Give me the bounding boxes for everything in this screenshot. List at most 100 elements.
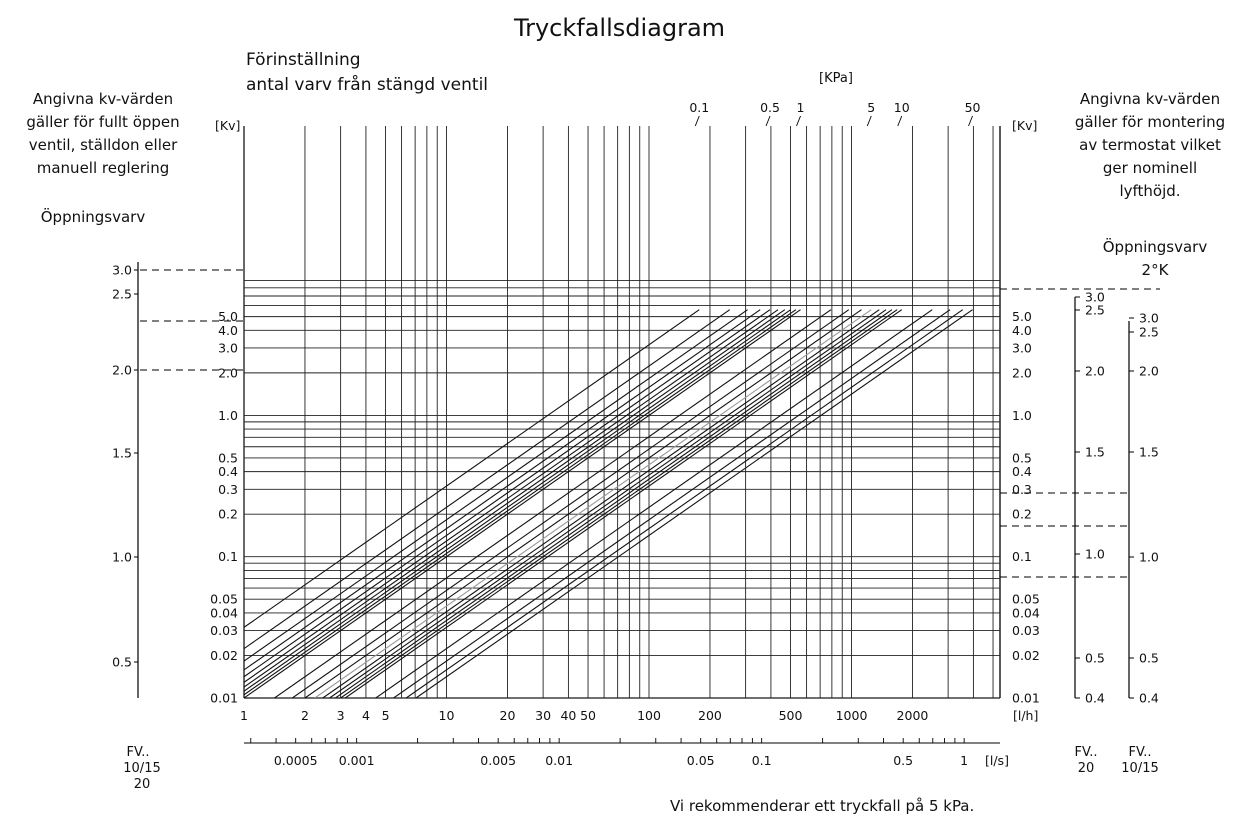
left-turn-label: 1.0 bbox=[112, 550, 132, 565]
kv-tick-label-right: 2.0 bbox=[1012, 365, 1032, 380]
left-turn-label: 2.5 bbox=[112, 287, 132, 302]
kv-tick-label-right: 0.02 bbox=[1012, 648, 1040, 663]
x-tick-label-ls: 0.05 bbox=[687, 753, 715, 768]
x-tick-label-lh: 10 bbox=[439, 708, 455, 723]
left-note-line: gäller för fullt öppen bbox=[26, 113, 180, 131]
pressure-line bbox=[335, 309, 893, 698]
right-opening-label-line-1: Öppningsvarv bbox=[1102, 238, 1208, 256]
kv-tick-label-left: 0.01 bbox=[210, 691, 238, 706]
right-note-line: av termostat vilket bbox=[1079, 136, 1221, 154]
right-turn-label-b: 2.0 bbox=[1139, 364, 1159, 379]
pressure-tick-label: 1 bbox=[797, 100, 805, 115]
x-tick-label-ls: 0.001 bbox=[339, 753, 375, 768]
right-turn-label-b: 1.5 bbox=[1139, 445, 1159, 460]
kv-tick-label-right: 0.01 bbox=[1012, 691, 1040, 706]
kv-tick-label-left: 0.5 bbox=[218, 450, 238, 465]
right-turn-label-b: 0.4 bbox=[1139, 691, 1159, 706]
x-tick-label-lh: 20 bbox=[500, 708, 516, 723]
pressure-tick-label: 0.5 bbox=[760, 100, 780, 115]
pressure-line bbox=[244, 309, 779, 683]
kv-tick-label-left: 0.03 bbox=[210, 623, 238, 638]
x-tick-label-lh: 40 bbox=[560, 708, 576, 723]
left-opening-label: Öppningsvarv bbox=[40, 208, 146, 226]
pressure-line bbox=[405, 309, 964, 698]
chart-title: Tryckfallsdiagram bbox=[513, 14, 726, 42]
right-note-line: lyfthöjd. bbox=[1119, 182, 1181, 200]
kv-tick-label-right: 4.0 bbox=[1012, 323, 1032, 338]
kv-tick-label-left: 0.3 bbox=[218, 482, 238, 497]
kv-tick-label-right: 0.04 bbox=[1012, 605, 1040, 620]
pressure-line bbox=[244, 309, 792, 692]
pressure-tick-label: 10 bbox=[894, 100, 910, 115]
pressure-leader bbox=[866, 115, 872, 127]
pressure-line bbox=[244, 309, 771, 678]
kv-tick-label-left: 1.0 bbox=[218, 408, 238, 423]
left-note: Angivna kv-värden gäller för fullt öppen… bbox=[8, 88, 198, 180]
pressure-leader bbox=[968, 115, 973, 127]
left-turn-label: 0.5 bbox=[112, 655, 132, 670]
kv-tick-label-right: 1.0 bbox=[1012, 408, 1032, 423]
x-tick-label-lh: 30 bbox=[535, 708, 551, 723]
kv-unit-left: [Kv] bbox=[215, 118, 240, 133]
x-tick-label-lh: 5 bbox=[382, 708, 390, 723]
left-note-line: ventil, ställdon eller bbox=[28, 136, 178, 154]
pressure-line bbox=[244, 309, 801, 698]
right-turn-label-a: 2.0 bbox=[1085, 364, 1105, 379]
x-tick-label-lh: 500 bbox=[779, 708, 803, 723]
pressure-line bbox=[244, 309, 731, 650]
pressure-unit-label: [KPa] bbox=[819, 71, 853, 86]
x-tick-label-lh: 4 bbox=[362, 708, 370, 723]
right-note-line: ger nominell bbox=[1102, 159, 1198, 177]
pressure-line bbox=[340, 309, 898, 698]
right-turn-label-a: 3.0 bbox=[1085, 290, 1105, 305]
pressure-line bbox=[393, 309, 951, 698]
x-tick-label-ls: 1 bbox=[960, 753, 968, 768]
right-opening-label: Öppningsvarv 2°K bbox=[1080, 236, 1230, 282]
left-scale-label: 10/15 bbox=[123, 761, 160, 776]
pressure-leader bbox=[897, 115, 903, 127]
pressure-tick-label: 50 bbox=[965, 100, 981, 115]
x-tick-label-lh: 1 bbox=[240, 708, 248, 723]
x-tick-label-lh: 50 bbox=[580, 708, 596, 723]
kv-tick-label-right: 3.0 bbox=[1012, 340, 1032, 355]
right-turn-label-a: 0.5 bbox=[1085, 651, 1105, 666]
right-turn-label-b: 0.5 bbox=[1139, 651, 1159, 666]
left-turn-label: 3.0 bbox=[112, 263, 132, 278]
right-turn-label-a: 2.5 bbox=[1085, 303, 1105, 318]
right-scale-a-label: 20 bbox=[1078, 761, 1095, 776]
left-scale-label: FV.. bbox=[127, 745, 150, 760]
kv-tick-label-left: 4.0 bbox=[218, 323, 238, 338]
pressure-line bbox=[244, 309, 797, 696]
pressure-tick-label: 0.1 bbox=[689, 100, 709, 115]
x-tick-label-lh: 200 bbox=[698, 708, 722, 723]
kv-tick-label-left: 3.0 bbox=[218, 340, 238, 355]
kv-tick-label-left: 0.05 bbox=[210, 592, 238, 607]
right-turn-label-b: 2.5 bbox=[1139, 325, 1159, 340]
pressure-line bbox=[344, 309, 903, 698]
left-turn-label: 1.5 bbox=[112, 446, 132, 461]
kv-tick-label-right: 0.03 bbox=[1012, 623, 1040, 638]
kv-tick-label-right: 0.1 bbox=[1012, 549, 1032, 564]
pressure-line bbox=[329, 309, 887, 698]
pressure-line bbox=[291, 309, 850, 698]
x-tick-label-ls: 0.1 bbox=[752, 753, 772, 768]
pressure-line bbox=[244, 309, 748, 662]
kv-tick-label-left: 0.04 bbox=[210, 605, 238, 620]
right-turn-label-a: 1.0 bbox=[1085, 547, 1105, 562]
right-scale-b-label: 10/15 bbox=[1121, 761, 1158, 776]
pressure-tick-label: 5 bbox=[867, 100, 875, 115]
right-scale-a-label: FV.. bbox=[1075, 745, 1098, 760]
right-note-line: gäller för montering bbox=[1074, 113, 1226, 131]
presetting-label: Förinställning antal varv från stängd ve… bbox=[246, 48, 488, 98]
presetting-label-line-2: antal varv från stängd ventil bbox=[246, 75, 489, 95]
pressure-leader bbox=[765, 115, 771, 127]
kv-tick-label-left: 0.1 bbox=[218, 549, 238, 564]
pressure-leader bbox=[796, 115, 801, 127]
footer-note: Vi rekommenderar ett tryckfall på 5 kPa. bbox=[670, 797, 975, 815]
x-tick-label-ls: 0.005 bbox=[480, 753, 516, 768]
kv-tick-label-right: 5.0 bbox=[1012, 309, 1032, 324]
pressure-line bbox=[244, 309, 700, 629]
right-turn-label-b: 3.0 bbox=[1139, 311, 1159, 326]
x-tick-label-lh: 100 bbox=[637, 708, 661, 723]
